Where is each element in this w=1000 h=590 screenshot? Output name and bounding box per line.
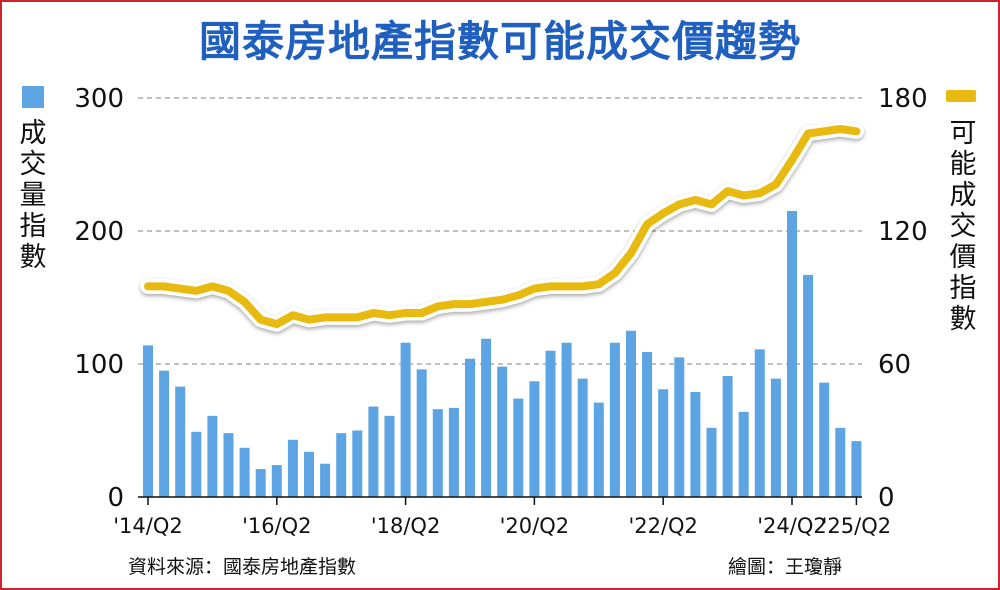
left-tick-label: 0 <box>107 483 124 513</box>
right-tick-label: 0 <box>878 483 895 513</box>
price-line <box>144 125 861 329</box>
bar <box>593 402 604 497</box>
bar <box>642 352 653 497</box>
bar <box>400 342 411 497</box>
x-tick-label: '25/Q2 <box>822 514 891 538</box>
bar <box>835 427 846 497</box>
left-axis-label: 成交量指數 <box>19 118 47 273</box>
axes <box>138 496 862 505</box>
bar <box>513 398 524 497</box>
bar <box>207 415 218 497</box>
x-tick-label: '20/Q2 <box>500 514 569 538</box>
bar <box>352 430 363 497</box>
bar <box>609 342 620 497</box>
bar <box>626 330 636 497</box>
bar <box>416 369 427 497</box>
bar <box>448 407 459 497</box>
right-axis-ticks: 0 60 120 180 <box>878 84 928 513</box>
credit-note: 繪圖：王瓊靜 <box>728 556 843 578</box>
x-tick-label: '14/Q2 <box>113 514 182 538</box>
chart-title: 國泰房地產指數可能成交價趨勢 <box>198 17 801 66</box>
bar <box>497 366 508 497</box>
bar <box>706 427 717 497</box>
right-tick-label: 180 <box>878 84 928 114</box>
bar-legend-swatch <box>22 86 44 108</box>
bar <box>143 345 153 497</box>
left-tick-label: 300 <box>74 84 124 114</box>
left-tick-label: 100 <box>74 350 124 380</box>
bar <box>754 349 765 497</box>
bar <box>787 211 797 498</box>
bar <box>239 447 250 497</box>
bar <box>690 391 701 497</box>
bar <box>738 411 749 497</box>
grid-lines <box>138 97 862 365</box>
bar <box>561 342 572 497</box>
bar-series <box>143 211 862 498</box>
x-tick-label: '24/Q2 <box>757 514 826 538</box>
bar <box>255 469 266 497</box>
bar <box>175 386 186 497</box>
bar <box>271 465 282 497</box>
bar <box>819 382 830 497</box>
bar <box>770 378 781 497</box>
bar <box>191 431 202 497</box>
source-note: 資料來源：國泰房地產指數 <box>128 556 357 578</box>
x-axis-ticks: '14/Q2 '16/Q2 '18/Q2 '20/Q2 '22/Q2 '24/Q2'25/… <box>113 514 891 538</box>
left-tick-label: 200 <box>74 217 124 247</box>
bar <box>577 378 588 497</box>
price-line-series <box>140 121 864 332</box>
bar <box>658 389 669 497</box>
bar <box>465 358 475 497</box>
bar <box>336 433 347 497</box>
x-tick-label: '16/Q2 <box>242 514 311 538</box>
bar <box>803 274 814 497</box>
bar <box>223 433 234 497</box>
bar <box>481 338 492 497</box>
bar <box>432 409 443 497</box>
bar <box>674 357 685 497</box>
bar <box>851 441 862 497</box>
bar <box>545 350 556 497</box>
right-axis-label: 可能成交價指數 <box>949 118 977 335</box>
bar <box>159 370 170 497</box>
right-tick-label: 120 <box>878 217 928 247</box>
bar <box>304 451 314 497</box>
x-tick-label: '18/Q2 <box>371 514 440 538</box>
x-tick-label: '22/Q2 <box>628 514 697 538</box>
bar <box>320 463 331 497</box>
bar <box>368 406 379 497</box>
bar <box>287 439 298 497</box>
bar <box>384 415 395 497</box>
bar <box>722 375 733 497</box>
bar <box>529 381 540 497</box>
price-line-outline <box>140 121 864 332</box>
line-legend-swatch <box>946 90 976 102</box>
left-axis-ticks: 0 100 200 300 <box>74 84 124 513</box>
right-tick-label: 60 <box>878 350 911 380</box>
